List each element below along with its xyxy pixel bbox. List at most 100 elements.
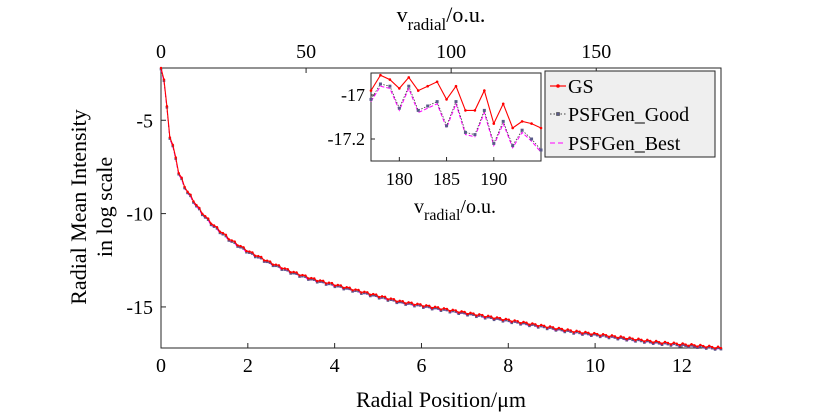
data-point-gs xyxy=(342,286,345,290)
data-point-gs xyxy=(610,334,614,337)
inset-data-point-gs xyxy=(445,98,448,101)
data-point-gs xyxy=(377,295,381,299)
data-point-gs xyxy=(307,277,310,280)
data-point-gs xyxy=(366,291,369,294)
data-point-gs xyxy=(304,274,307,277)
data-point-gs xyxy=(230,239,233,242)
data-point-gs xyxy=(604,333,608,337)
data-point-gs xyxy=(313,277,316,280)
data-point-gs xyxy=(372,292,375,296)
inset-data-point-gs xyxy=(369,89,373,92)
data-point-gs xyxy=(363,290,366,293)
data-point-gs xyxy=(295,271,298,274)
data-point-gs xyxy=(360,291,363,294)
data-point-gs xyxy=(613,335,617,338)
data-point-gs xyxy=(684,343,687,346)
top-tick-label: 0 xyxy=(156,41,166,63)
inset-data-point-gs xyxy=(435,80,439,84)
data-point-gs xyxy=(369,293,372,297)
data-point-gs xyxy=(433,305,437,309)
data-point-gs xyxy=(669,343,673,346)
data-point-gs xyxy=(489,315,493,318)
data-point-gs xyxy=(622,336,625,339)
inset-x-tick-label: 185 xyxy=(433,169,460,189)
data-point-gs xyxy=(528,323,531,326)
data-point-gs xyxy=(357,288,360,292)
data-point-gs xyxy=(201,212,204,215)
data-point-gs xyxy=(445,307,449,311)
inset-data-point-psfgen-good xyxy=(520,128,524,132)
inset-x-axis-label: vradial/o.u. xyxy=(414,196,496,224)
data-point-gs xyxy=(413,303,416,307)
data-point-gs xyxy=(593,331,596,335)
data-point-gs xyxy=(575,329,578,333)
data-point-gs xyxy=(239,244,242,248)
data-point-gs xyxy=(301,273,304,277)
data-point-gs xyxy=(159,66,163,70)
data-point-gs xyxy=(652,341,655,344)
y-axis-label-line1: Radial Mean Intensity xyxy=(66,109,91,305)
inset-data-point-gs xyxy=(416,89,420,92)
data-point-gs xyxy=(289,271,292,274)
legend: GS PSFGen_Good PSFGen_Best xyxy=(544,70,716,158)
data-point-gs xyxy=(551,326,555,329)
data-point-gs xyxy=(563,329,566,333)
data-point-gs xyxy=(198,206,201,210)
data-point-gs xyxy=(628,336,631,339)
data-point-gs xyxy=(675,342,678,345)
inset-data-point-psfgen-good xyxy=(426,104,430,108)
data-point-gs xyxy=(327,281,331,284)
inset-x-label-suffix: /o.u. xyxy=(460,196,496,218)
y-axis-label-line2: in log scale xyxy=(92,157,117,257)
main-series-group xyxy=(159,66,723,351)
data-point-gs xyxy=(690,342,693,346)
data-point-gs xyxy=(236,244,239,247)
data-point-gs xyxy=(257,254,260,258)
data-point-gs xyxy=(693,344,696,347)
data-point-gs xyxy=(607,335,611,339)
inset-data-point-gs xyxy=(530,122,533,125)
data-point-gs xyxy=(522,320,525,324)
data-point-gs xyxy=(560,327,564,331)
x-tick-label: 12 xyxy=(672,355,692,377)
data-point-gs xyxy=(542,324,546,328)
data-point-gs xyxy=(510,320,513,323)
inset-data-point-gs xyxy=(483,89,486,92)
data-point-gs xyxy=(654,339,658,343)
inset-y-tick-label: -17.2 xyxy=(328,129,366,149)
data-point-gs xyxy=(643,340,646,343)
data-point-gs xyxy=(596,332,599,336)
data-point-gs xyxy=(687,344,690,348)
inset-x-label-sub: radial xyxy=(424,207,461,224)
data-point-gs xyxy=(283,267,286,270)
inset-data-point-gs xyxy=(492,122,496,125)
data-point-gs xyxy=(469,311,472,315)
data-point-gs xyxy=(640,338,643,342)
inset-data-point-psfgen-good xyxy=(492,141,496,145)
data-point-gs xyxy=(531,322,534,325)
inset-data-point-psfgen-good xyxy=(482,108,486,112)
data-point-gs xyxy=(407,301,410,304)
data-point-gs xyxy=(625,337,628,341)
top-axis-label-sub: radial xyxy=(408,15,447,34)
data-point-gs xyxy=(401,300,404,303)
data-point-gs xyxy=(460,310,463,313)
legend-label-gs: GS xyxy=(568,76,594,98)
data-point-gs xyxy=(713,347,717,350)
inset-data-point-gs xyxy=(501,102,505,106)
data-point-gs xyxy=(395,300,398,303)
y-tick-label: -5 xyxy=(136,110,153,132)
inset-x-tick-label: 190 xyxy=(480,169,507,189)
x-tick-label: 0 xyxy=(156,355,166,377)
data-point-gs xyxy=(507,318,510,321)
data-point-gs xyxy=(660,342,664,345)
data-point-gs xyxy=(439,308,443,311)
data-point-gs xyxy=(486,314,490,318)
data-point-gs xyxy=(537,325,540,328)
data-point-gs xyxy=(324,282,328,285)
data-point-gs xyxy=(548,325,552,328)
data-point-gs xyxy=(404,302,407,305)
data-point-gs xyxy=(389,297,393,300)
data-point-gs xyxy=(451,308,454,312)
